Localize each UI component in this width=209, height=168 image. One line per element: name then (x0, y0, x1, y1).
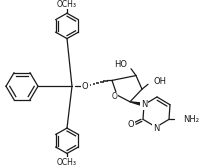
Text: OH: OH (153, 77, 166, 86)
Text: N: N (153, 124, 159, 133)
Text: O: O (112, 92, 118, 101)
Text: HO: HO (114, 60, 127, 69)
Text: OCH₃: OCH₃ (57, 158, 77, 167)
Text: O: O (128, 120, 134, 129)
Text: O: O (82, 82, 88, 91)
Polygon shape (130, 102, 144, 106)
Text: N: N (141, 100, 147, 109)
Text: OCH₃: OCH₃ (57, 0, 77, 9)
Text: NH₂: NH₂ (183, 115, 199, 124)
